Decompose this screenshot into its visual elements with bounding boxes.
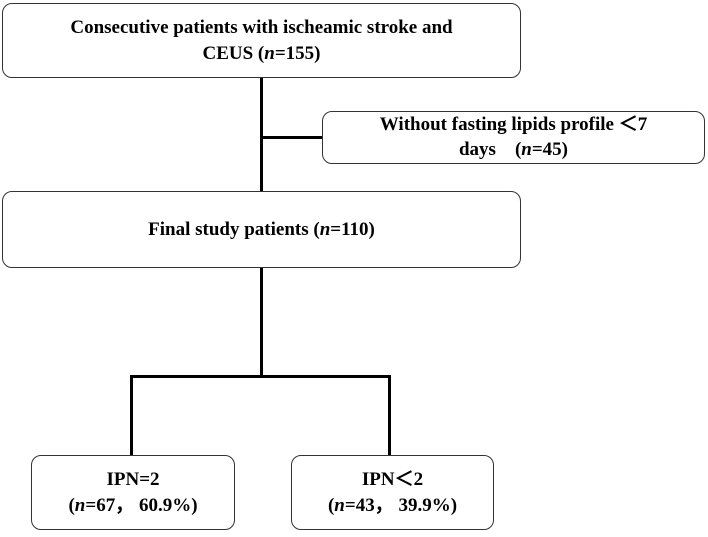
connector-middle-vertical (260, 267, 263, 377)
excluded-patients-box: Without fasting lipids profile ＜7 days (… (322, 111, 705, 164)
consecutive-patients-box: Consecutive patients with ischeamic stro… (2, 3, 521, 78)
ipn-equal-line-1: IPN=2 (106, 468, 160, 490)
connector-split-horizontal (130, 375, 391, 378)
excluded-line-1: Without fasting lipids profile ＜7 (379, 113, 648, 135)
ipn-equal-2-box: IPN=2 (n=67， 60.9%) (31, 455, 235, 530)
ipn-less-2-box: IPN＜2 (n=43， 39.9%) (291, 455, 494, 530)
n-symbol: n (319, 218, 331, 240)
connector-left-drop (130, 375, 133, 457)
n-symbol: n (264, 42, 275, 64)
ipn-less-line-1: IPN＜2 (361, 468, 424, 490)
n-symbol: n (521, 138, 532, 160)
n-symbol: n (74, 494, 86, 516)
final-line-1: Final study patients (n=110) (148, 218, 375, 240)
connector-right-drop (388, 375, 391, 457)
excluded-line-2: days (n=45) (458, 138, 569, 160)
connector-exclusion-branch (262, 136, 322, 139)
ipn-equal-line-2: (n=67， 60.9%) (68, 494, 198, 516)
ipn-less-line-2: (n=43， 39.9%) (327, 494, 458, 516)
consecutive-line-2: CEUS (n=155) (202, 42, 321, 64)
connector-top-vertical (260, 77, 263, 191)
consecutive-line-1: Consecutive patients with ischeamic stro… (70, 16, 453, 38)
final-study-patients-box: Final study patients (n=110) (2, 191, 521, 268)
n-symbol: n (334, 494, 345, 516)
